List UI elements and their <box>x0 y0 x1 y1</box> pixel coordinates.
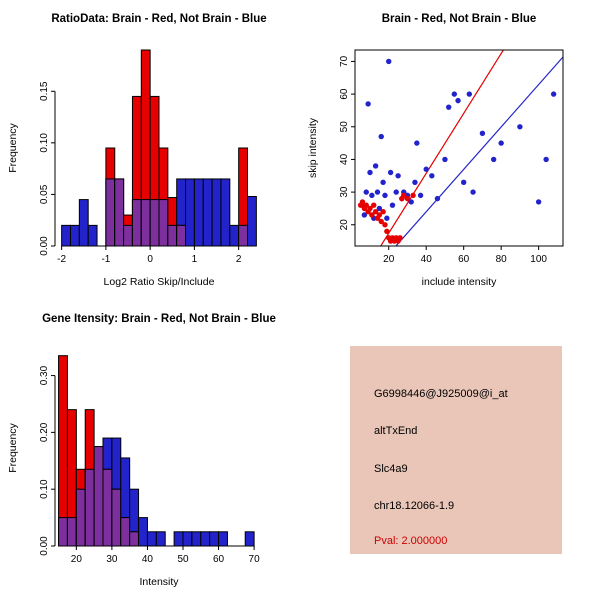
svg-text:50: 50 <box>339 121 350 133</box>
svg-text:100: 100 <box>530 254 547 265</box>
svg-text:0.10: 0.10 <box>39 133 50 153</box>
svg-text:-2: -2 <box>57 254 66 265</box>
ratio-histogram-plot: -2 -1 0 1 2 0.00 0.05 0.10 0.15 <box>39 49 257 265</box>
svg-text:40: 40 <box>421 254 433 265</box>
svg-text:0: 0 <box>147 254 153 265</box>
event-type-text: altTxEnd <box>374 425 418 437</box>
intensity-scatter-title: Brain - Red, Not Brain - Blue <box>381 13 537 25</box>
svg-text:0.20: 0.20 <box>39 422 50 442</box>
intensity-scatter-plot: 20 40 60 80 100 20 30 40 50 60 70 <box>339 49 564 265</box>
gene-info-box: G6998446@J925009@i_at altTxEnd Slc4a9 ch… <box>350 346 562 554</box>
intensity-scatter-y-axis-label: skip intensity <box>307 117 319 179</box>
svg-text:60: 60 <box>458 254 470 265</box>
svg-text:0.00: 0.00 <box>39 236 50 256</box>
svg-text:60: 60 <box>213 554 225 565</box>
svg-text:80: 80 <box>496 254 508 265</box>
svg-text:0.10: 0.10 <box>39 479 50 499</box>
svg-text:20: 20 <box>339 219 350 231</box>
svg-text:40: 40 <box>142 554 154 565</box>
gene-symbol-text: Slc4a9 <box>374 463 408 475</box>
panel-gene-info: G6998446@J925009@i_at altTxEnd Slc4a9 ch… <box>300 300 600 600</box>
svg-text:50: 50 <box>177 554 189 565</box>
svg-text:70: 70 <box>339 55 350 67</box>
svg-text:2: 2 <box>236 254 242 265</box>
gene-intensity-histogram-x-axis-label: Intensity <box>139 576 179 588</box>
panel-intensity-scatter: 20 40 60 80 100 20 30 40 50 60 70 Brain - Red, Not… <box>300 0 600 300</box>
svg-text:-1: -1 <box>101 254 110 265</box>
svg-text:0.30: 0.30 <box>39 365 50 385</box>
svg-text:40: 40 <box>339 153 350 165</box>
svg-text:20: 20 <box>383 254 395 265</box>
svg-text:30: 30 <box>106 554 118 565</box>
ratio-histogram-y-axis-label: Frequency <box>7 123 19 173</box>
panel-gene-intensity-histogram: 20 30 40 50 60 70 0.00 0.10 0.20 0.30 Gene Itensi… <box>0 300 300 600</box>
gene-intensity-histogram-plot: 20 30 40 50 60 70 0.00 0.10 0.20 0.30 <box>39 355 261 565</box>
panel-ratio-histogram: -2 -1 0 1 2 0.00 0.05 0.10 0.15 RatioData: Brain… <box>0 0 300 300</box>
svg-text:1: 1 <box>192 254 198 265</box>
ratio-histogram-title: RatioData: Brain - Red, Not Brain - Blue <box>51 13 267 25</box>
gene-intensity-histogram-y-axis-label: Frequency <box>7 423 19 473</box>
svg-text:0.05: 0.05 <box>39 184 50 204</box>
svg-text:30: 30 <box>339 186 350 198</box>
svg-text:0.00: 0.00 <box>39 536 50 556</box>
probe-id-text: G6998446@J925009@i_at <box>374 388 508 400</box>
svg-text:0.15: 0.15 <box>39 81 50 101</box>
ratio-histogram-x-axis-label: Log2 Ratio Skip/Include <box>103 276 215 288</box>
svg-text:20: 20 <box>71 554 83 565</box>
gene-intensity-histogram-title: Gene Itensity: Brain - Red, Not Brain - … <box>42 313 276 325</box>
intensity-scatter-x-axis-label: include intensity <box>421 276 497 288</box>
svg-text:70: 70 <box>249 554 261 565</box>
pval-text: Pval: 2.000000 <box>374 535 448 547</box>
chromosome-location-text: chr18.12066-1.9 <box>374 500 455 512</box>
svg-text:60: 60 <box>339 88 350 100</box>
